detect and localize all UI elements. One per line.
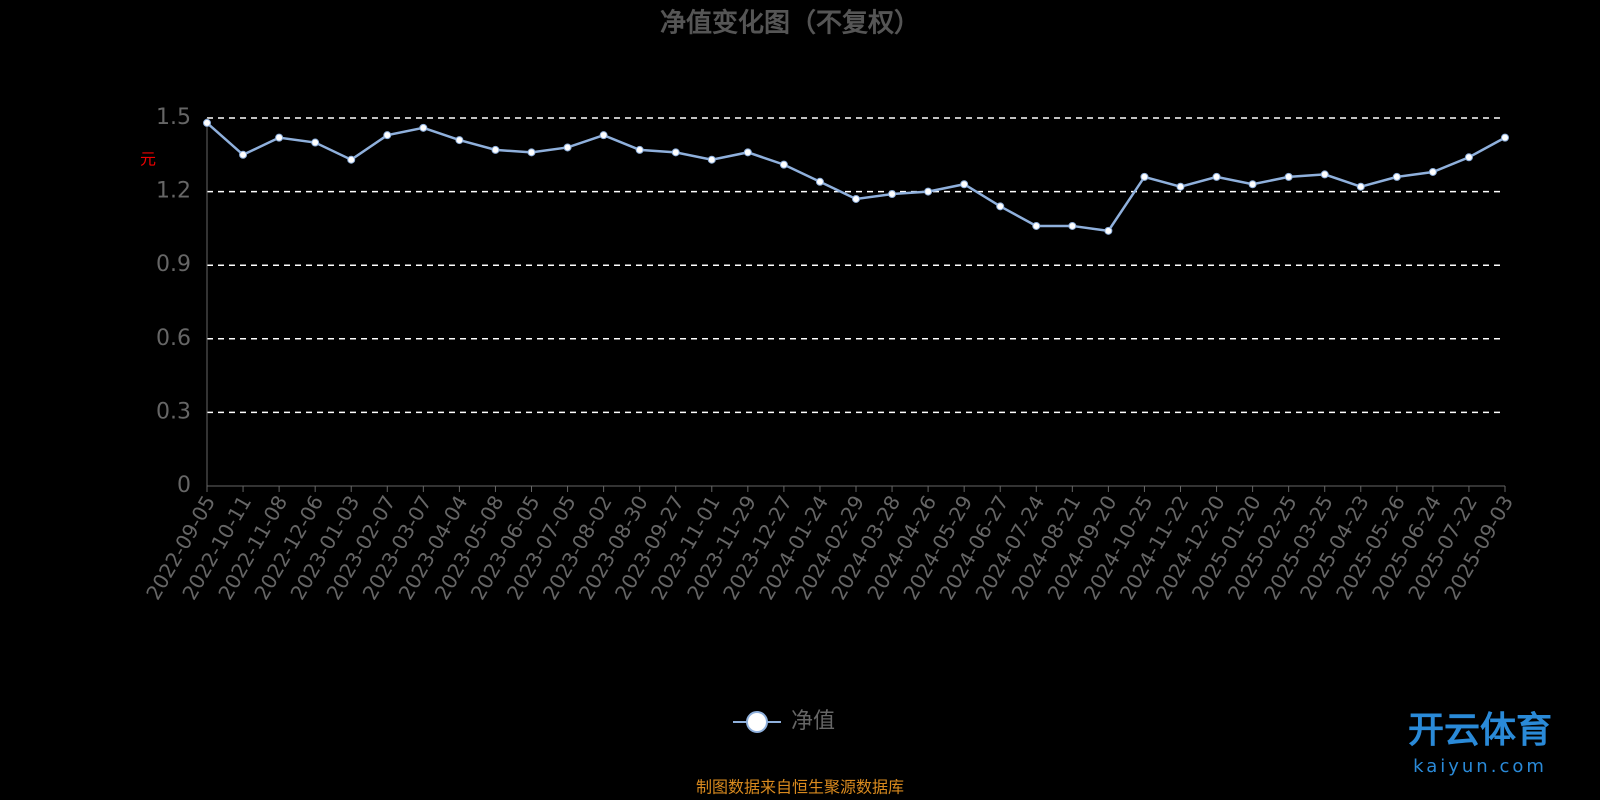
point [1068,221,1077,230]
point [599,131,608,140]
point [1428,167,1437,176]
legend-label: 净值 [791,709,835,734]
point [1320,170,1329,179]
legend-marker [746,711,768,733]
y-tick-label: 0.6 [156,326,191,351]
point [924,187,933,196]
point [1032,221,1041,230]
point [1464,153,1473,162]
point [996,202,1005,211]
point [203,118,211,127]
point [311,138,320,147]
point [383,131,392,140]
point [815,177,824,186]
watermark-site: kaiyun.com [1413,756,1547,777]
watermark-brand: 开云体育 [1408,710,1552,751]
y-tick-label: 0.9 [156,252,191,277]
point [888,190,897,199]
point [743,148,752,157]
point [239,150,248,159]
point [852,194,860,203]
point [347,155,356,164]
point [1501,133,1509,142]
point [671,148,680,157]
point [419,123,428,132]
series-line [206,121,1506,233]
point [1356,182,1365,191]
source-note: 制图数据来自恒生聚源数据库 [696,778,904,797]
point [1284,172,1293,181]
y-tick-label: 0.3 [156,399,191,424]
point [563,143,572,152]
point [707,155,716,164]
point [1392,172,1401,181]
y-axis-label: 元 [140,150,156,169]
point [1212,172,1221,181]
y-tick-label: 1.2 [156,179,191,204]
point [960,180,969,189]
chart-title: 净值变化图（不复权） [660,8,920,39]
y-tick-label: 0 [177,473,191,498]
point [275,133,284,142]
point [527,148,536,157]
point [455,136,464,145]
point [491,145,500,154]
point [1176,182,1185,191]
y-tick-label: 1.5 [156,105,191,130]
point [1140,172,1149,181]
point [1104,226,1113,235]
point [635,145,644,154]
point [779,160,788,169]
point [1248,180,1257,189]
